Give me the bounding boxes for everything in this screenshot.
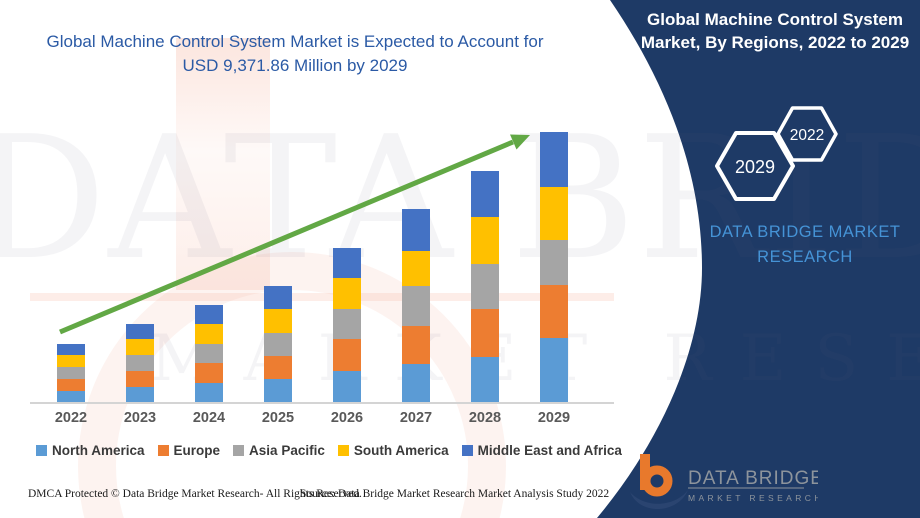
bar-segment-middle-east-and-africa [264, 286, 292, 310]
bar-segment-north-america [333, 371, 361, 402]
panel-title-line2: Market, By Regions, 2022 to 2029 [640, 33, 910, 52]
bar-segment-south-america [126, 339, 154, 356]
logo-name-text: DATA BRIDGE [688, 468, 818, 489]
legend-item-asia-pacific: Asia Pacific [233, 443, 325, 458]
x-tick-2028: 2028 [468, 410, 502, 426]
logo-tagline-text: MARKET RESEARCH [688, 493, 818, 503]
panel-brand-text: DATA BRIDGE MARKET RESEARCH [696, 220, 914, 270]
legend-label: Asia Pacific [249, 443, 325, 458]
bar-segment-north-america [540, 338, 568, 402]
bar-segment-middle-east-and-africa [126, 324, 154, 340]
panel-title: Global Machine Control System Market, By… [634, 8, 916, 54]
bar-segment-asia-pacific [126, 355, 154, 372]
bar-segment-middle-east-and-africa [540, 132, 568, 187]
x-tick-2029: 2029 [537, 410, 571, 426]
bar-segment-europe [333, 339, 361, 372]
bar-segment-asia-pacific [333, 309, 361, 339]
bar-segment-asia-pacific [57, 366, 85, 379]
chart-title-line2: USD 9,371.86 Million by 2029 [182, 56, 408, 75]
dbmr-logo: DATA BRIDGE MARKET RESEARCH [630, 454, 818, 510]
bar-segment-north-america [402, 364, 430, 402]
legend-label: South America [353, 443, 449, 458]
bar-segment-south-america [195, 324, 223, 344]
legend-label: North America [52, 443, 145, 458]
bar-segment-europe [195, 363, 223, 383]
bar-segment-middle-east-and-africa [57, 343, 85, 355]
x-tick-2027: 2027 [399, 410, 433, 426]
bar-segment-north-america [57, 391, 85, 402]
dbmr-b-icon [630, 454, 688, 510]
year-hexagons: 2022 2029 [715, 106, 838, 201]
chart-title-line1: Global Machine Control System Market is … [46, 32, 544, 51]
bar-segment-europe [540, 285, 568, 338]
bar-segment-south-america [540, 186, 568, 240]
bar-segment-middle-east-and-africa [471, 171, 499, 218]
legend-label: Europe [173, 443, 221, 458]
bar-segment-asia-pacific [402, 286, 430, 327]
x-tick-2026: 2026 [330, 410, 364, 426]
x-tick-2025: 2025 [261, 410, 295, 426]
x-tick-2023: 2023 [123, 410, 157, 426]
legend-item-middle-east-and-africa: Middle East and Africa [461, 443, 622, 458]
bar-segment-south-america [402, 251, 430, 287]
legend-item-europe: Europe [157, 443, 221, 458]
legend-swatch [461, 445, 473, 456]
legend-label: Middle East and Africa [477, 443, 622, 458]
x-tick-2024: 2024 [192, 410, 226, 426]
bar-segment-south-america [57, 354, 85, 367]
hexagon-2022 [776, 106, 838, 162]
bar-segment-europe [471, 309, 499, 357]
panel-brand-line2: RESEARCH [757, 248, 853, 266]
bar-segment-europe [402, 326, 430, 365]
bar-segment-north-america [126, 387, 154, 402]
dmca-notice: DMCA Protected © Data Bridge Market Rese… [28, 488, 362, 500]
bar-segment-asia-pacific [264, 333, 292, 357]
legend-swatch [233, 445, 245, 456]
x-axis-line [30, 402, 614, 404]
bar-segment-asia-pacific [195, 344, 223, 363]
bar-segment-asia-pacific [540, 239, 568, 285]
bar-chart: 2022 2023 2024 2025 2026 2027 2028 2029 [30, 118, 614, 426]
panel-title-line1: Global Machine Control System [647, 10, 903, 29]
bar-segment-north-america [195, 383, 223, 402]
bar-segment-middle-east-and-africa [195, 304, 223, 324]
bar-segment-asia-pacific [471, 264, 499, 310]
bar-segment-south-america [333, 278, 361, 310]
bar-segment-middle-east-and-africa [333, 248, 361, 279]
legend-swatch [36, 445, 47, 456]
bar-segment-europe [264, 356, 292, 380]
chart-title: Global Machine Control System Market is … [30, 30, 560, 78]
hexagon-2029-label: 2029 [735, 157, 775, 177]
legend-swatch [337, 445, 349, 456]
bar-segment-middle-east-and-africa [402, 209, 430, 252]
bar-segment-europe [126, 371, 154, 387]
source-note: Source: Data Bridge Market Research Mark… [300, 488, 610, 500]
legend-item-north-america: North America [36, 443, 145, 458]
x-tick-2022: 2022 [54, 410, 88, 426]
legend-swatch [157, 445, 169, 456]
bar-segment-south-america [264, 309, 292, 334]
hexagon-2029 [715, 131, 795, 201]
bar-segment-north-america [471, 357, 499, 402]
chart-legend: North America Europe Asia Pacific South Ame… [36, 443, 622, 458]
bar-segment-europe [57, 379, 85, 391]
hexagon-2022-label: 2022 [790, 127, 824, 144]
bar-segment-north-america [264, 379, 292, 402]
legend-item-south-america: South America [337, 443, 449, 458]
panel-brand-line1: DATA BRIDGE MARKET [709, 223, 901, 241]
bar-segment-south-america [471, 217, 499, 265]
